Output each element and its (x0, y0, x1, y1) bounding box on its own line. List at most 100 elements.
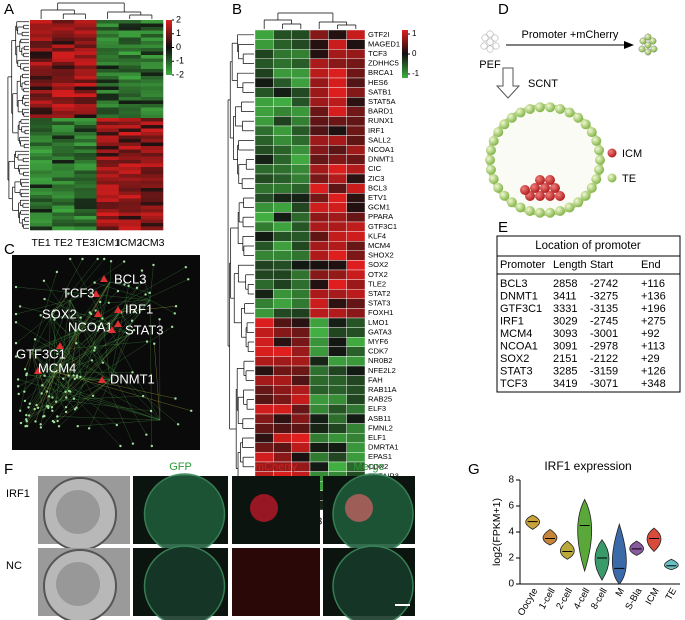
heatmap-cell (118, 163, 142, 168)
heatmap-cell (96, 27, 119, 31)
network-node (51, 409, 54, 412)
heatmap-cell (309, 433, 329, 444)
heatmap-cell (118, 30, 142, 35)
gene-label: NFE2L2 (368, 366, 396, 375)
x-tick-label: ICM (644, 586, 662, 607)
network-node (109, 260, 113, 263)
network-node (93, 346, 97, 349)
panel-letter: G (468, 461, 480, 478)
heatmap-cell (254, 346, 274, 357)
table-cell: 2858 (553, 278, 577, 290)
heatmap-cell (30, 184, 53, 189)
gene-label: CIC (368, 164, 382, 173)
network-node (141, 394, 145, 398)
x-tick-label: M (614, 586, 628, 598)
network-node (27, 414, 31, 417)
heatmap-cell (52, 27, 75, 31)
cell (480, 42, 488, 50)
heatmap-cell (74, 216, 97, 220)
heatmap-cell (309, 77, 329, 88)
network-node (148, 291, 151, 295)
heatmap-cell (52, 163, 75, 168)
heatmap-cell (118, 135, 142, 140)
network-edge (69, 261, 125, 301)
heatmap-cell (346, 125, 366, 136)
column-label: TE2 (54, 237, 73, 249)
network-edge (31, 258, 83, 353)
heatmap-cell (30, 114, 53, 119)
heatmap-cell (291, 125, 311, 136)
heatmap-cell (30, 65, 53, 70)
network-edge (141, 270, 151, 301)
heatmap-cell (118, 27, 142, 31)
network-node (14, 285, 18, 289)
network-edge (31, 351, 121, 447)
network-node (65, 396, 68, 399)
y-axis-label: log2(FPKM+1) (491, 498, 503, 566)
icm-cell (540, 183, 550, 193)
te-cell (580, 119, 591, 130)
row-label: NC (6, 560, 22, 572)
network-node (67, 374, 70, 377)
heatmap-cell (328, 250, 347, 261)
heatmap-cell (74, 132, 97, 136)
te-cell (564, 107, 575, 118)
heatmap-cell (309, 144, 329, 155)
network-edge (49, 258, 98, 319)
network-edge (109, 320, 133, 381)
heatmap-cell (96, 149, 119, 154)
heatmap-cell (309, 135, 329, 146)
heatmap-cell (118, 58, 142, 63)
te-cell (586, 127, 597, 138)
network-edge (49, 317, 94, 396)
heatmap-cell (273, 346, 292, 357)
heatmap-cell (140, 104, 164, 108)
heatmap-cell (30, 170, 53, 175)
heatmap-cell (346, 327, 366, 338)
heatmap-cell (273, 49, 292, 60)
heatmap-cell (346, 365, 366, 376)
cell (644, 41, 652, 49)
heatmap-cell (118, 97, 142, 101)
te-cell (580, 190, 591, 201)
network-edge (31, 351, 117, 426)
heatmap-cell (328, 279, 347, 290)
network-edge (53, 310, 56, 373)
heatmap-cell (52, 62, 75, 66)
heatmap-cell (96, 83, 119, 87)
heatmap-cell (140, 76, 164, 80)
icm-cell (555, 191, 565, 201)
te-cell (488, 174, 499, 185)
network-edge (54, 360, 92, 373)
gene-label: GTF3C1 (368, 222, 397, 231)
heatmap-cell (273, 135, 292, 146)
panel-letter: F (4, 461, 13, 478)
heatmap-cell (30, 100, 53, 105)
heatmap-cell (52, 188, 75, 192)
network-label: TCF3 (62, 285, 95, 300)
hub-marker (114, 306, 122, 313)
donor-label: PEF (479, 59, 501, 71)
heatmap-cell (273, 442, 292, 453)
heatmap-cell (74, 86, 97, 91)
heatmap-cell (346, 87, 366, 98)
heatmap-cell (346, 135, 366, 146)
heatmap-cell (273, 164, 292, 175)
gene-label: RAB25 (368, 395, 392, 404)
heatmap-cell (346, 413, 366, 424)
heatmap-cell (74, 163, 97, 168)
heatmap-cell (273, 260, 292, 271)
network-node (81, 257, 84, 261)
heatmap-cell (74, 55, 97, 59)
heatmap-cell (309, 106, 329, 117)
heatmap-cell (30, 142, 53, 147)
heatmap-cell (118, 195, 142, 199)
heatmap-cell (346, 385, 366, 396)
network-edge (69, 299, 134, 444)
heatmap-cell (328, 173, 347, 184)
heatmap-cell (96, 156, 119, 161)
gene-label: ETV1 (368, 193, 387, 202)
heatmap-cell (254, 87, 274, 98)
x-tick-label: S-Bla (623, 586, 644, 612)
